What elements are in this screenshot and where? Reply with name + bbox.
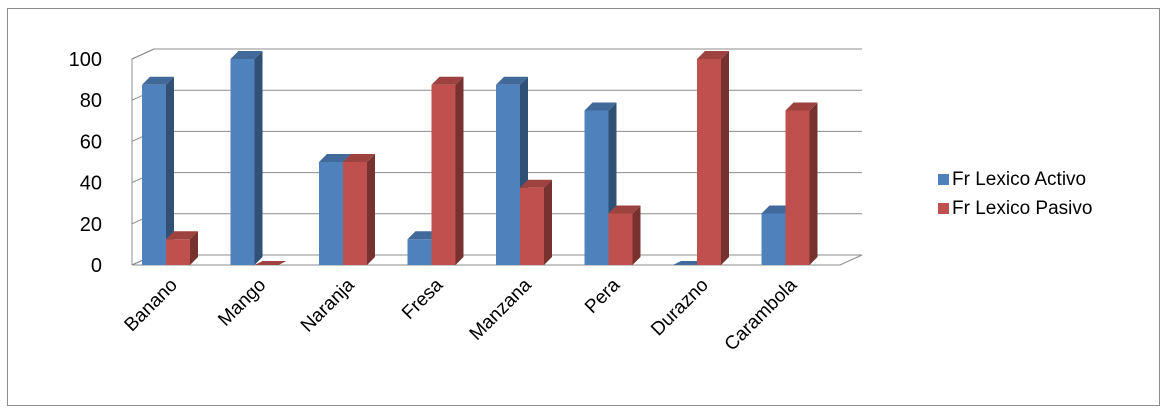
bar-side-face: [455, 76, 464, 265]
bar-top-face: [142, 76, 174, 85]
bar-front-face: [431, 84, 456, 265]
bar: [697, 51, 729, 265]
bar-top-face: [584, 102, 617, 111]
bar-top-face: [608, 205, 641, 214]
y-tick-label: 20: [80, 214, 102, 236]
x-category-label: Naranja: [297, 274, 359, 336]
bar-front-face: [166, 239, 190, 265]
y-tick-label: 0: [91, 255, 102, 277]
bar-top-face: [343, 154, 375, 162]
bar-side-face: [190, 231, 198, 265]
bar-top-face: [520, 179, 552, 188]
bar-side-face: [809, 102, 818, 265]
bar-side-face: [166, 76, 174, 265]
bar: [431, 76, 464, 265]
bar-top-face: [166, 231, 198, 240]
bar-top-face: [319, 154, 351, 162]
x-category-label: Pera: [581, 274, 625, 318]
bar-front-face: [697, 59, 721, 265]
bar-top-face: [785, 102, 818, 111]
y-tick-label: 60: [80, 131, 102, 153]
bar-front-face: [496, 84, 520, 265]
bar-front-face: [142, 84, 166, 265]
x-category-label: Carambola: [721, 274, 802, 355]
x-axis-category-labels: Banano Mango Naranja Fresa Manzana Pera Durazn…: [121, 274, 802, 355]
bar-front-face: [520, 187, 544, 265]
x-category-label: Durazno: [647, 275, 713, 341]
bar: [142, 76, 174, 265]
legend-swatch: [938, 174, 949, 185]
bar: [343, 154, 375, 265]
bar: [230, 51, 263, 265]
bar-top-face: [496, 76, 528, 85]
bar: [520, 179, 552, 265]
bar-top-face: [254, 261, 287, 265]
y-tick-label: 100: [69, 49, 102, 71]
bar: [166, 231, 198, 265]
bar: [254, 261, 287, 265]
bar-side-face: [632, 205, 641, 265]
chart-frame: [7, 8, 1160, 406]
bar-front-face: [230, 59, 255, 265]
y-tick-label: 80: [80, 90, 102, 112]
bar-top-face: [431, 76, 464, 85]
x-category-label: Manzana: [466, 274, 536, 344]
bar-top-face: [230, 51, 263, 59]
bars: [142, 51, 818, 265]
bar-front-face: [343, 162, 367, 265]
bar-front-face: [319, 162, 343, 265]
x-category-label: Banano: [121, 275, 182, 336]
bar-top-face: [697, 51, 729, 59]
legend-swatch: [938, 203, 949, 214]
bar-side-face: [367, 154, 375, 265]
bar-front-face: [785, 110, 810, 265]
x-category-label: Mango: [214, 275, 270, 331]
bar-side-face: [721, 51, 729, 265]
bar-front-face: [584, 110, 609, 265]
y-axis-tick-labels: 0 20 40 60 80 100: [69, 49, 102, 277]
bar-front-face: [608, 213, 633, 265]
gridline: [131, 48, 862, 60]
y-tick-label: 40: [80, 173, 102, 195]
bar-side-face: [254, 51, 263, 265]
bar: [785, 102, 818, 265]
x-category-label: Fresa: [398, 274, 447, 323]
legend-label: Fr Lexico Pasivo: [952, 198, 1092, 219]
bar: [608, 205, 641, 265]
bar-front-face: [407, 239, 432, 265]
legend-label: Fr Lexico Activo: [952, 169, 1086, 190]
bar-front-face: [761, 213, 786, 265]
bar-side-face: [544, 179, 552, 265]
legend: Fr Lexico Activo Fr Lexico Pasivo: [938, 169, 1092, 219]
